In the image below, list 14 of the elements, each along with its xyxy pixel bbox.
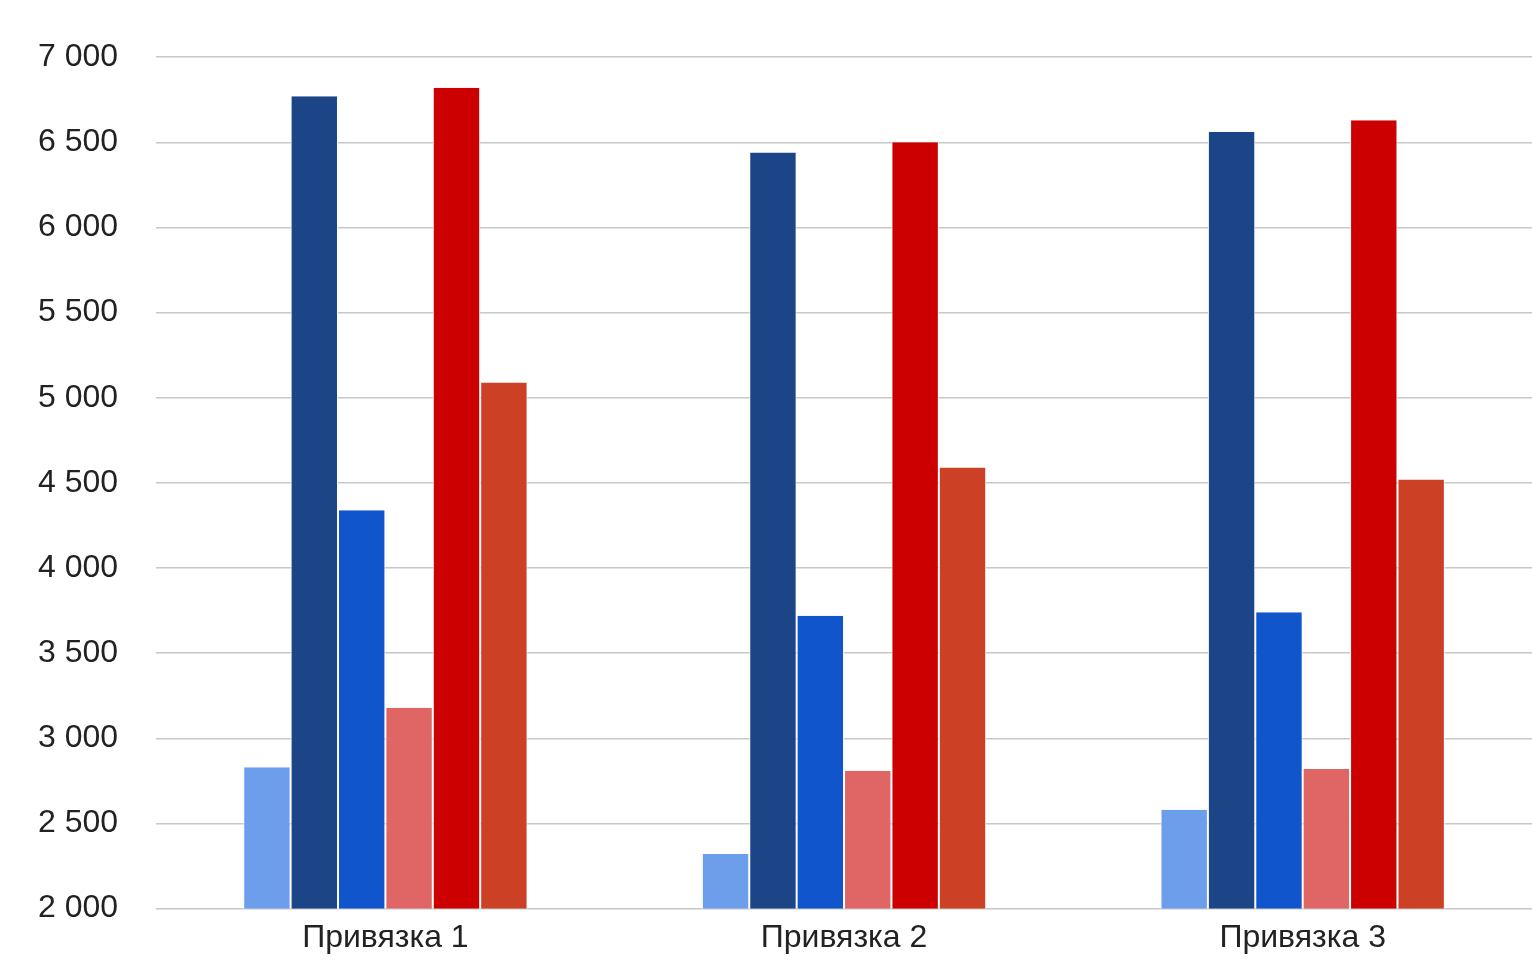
x-tick-label: Привязка 2 bbox=[760, 917, 928, 954]
y-tick-label: 3 500 bbox=[38, 633, 119, 670]
y-tick-label: 5 000 bbox=[38, 377, 119, 414]
y-tick-label: 2 500 bbox=[38, 803, 119, 840]
y-tick-label: 4 000 bbox=[38, 547, 119, 584]
x-tick-label: Привязка 1 bbox=[302, 917, 469, 954]
y-tick-label: 2 000 bbox=[38, 888, 119, 925]
y-tick-label: 4 500 bbox=[38, 462, 119, 499]
y-tick-label: 6 000 bbox=[38, 207, 119, 244]
y-tick-label: 6 500 bbox=[38, 122, 119, 159]
y-tick-label: 3 000 bbox=[38, 718, 119, 755]
x-tick-label: Привязка 3 bbox=[1219, 917, 1386, 954]
y-tick-label: 7 000 bbox=[38, 37, 119, 74]
y-tick-label: 5 500 bbox=[38, 292, 119, 329]
